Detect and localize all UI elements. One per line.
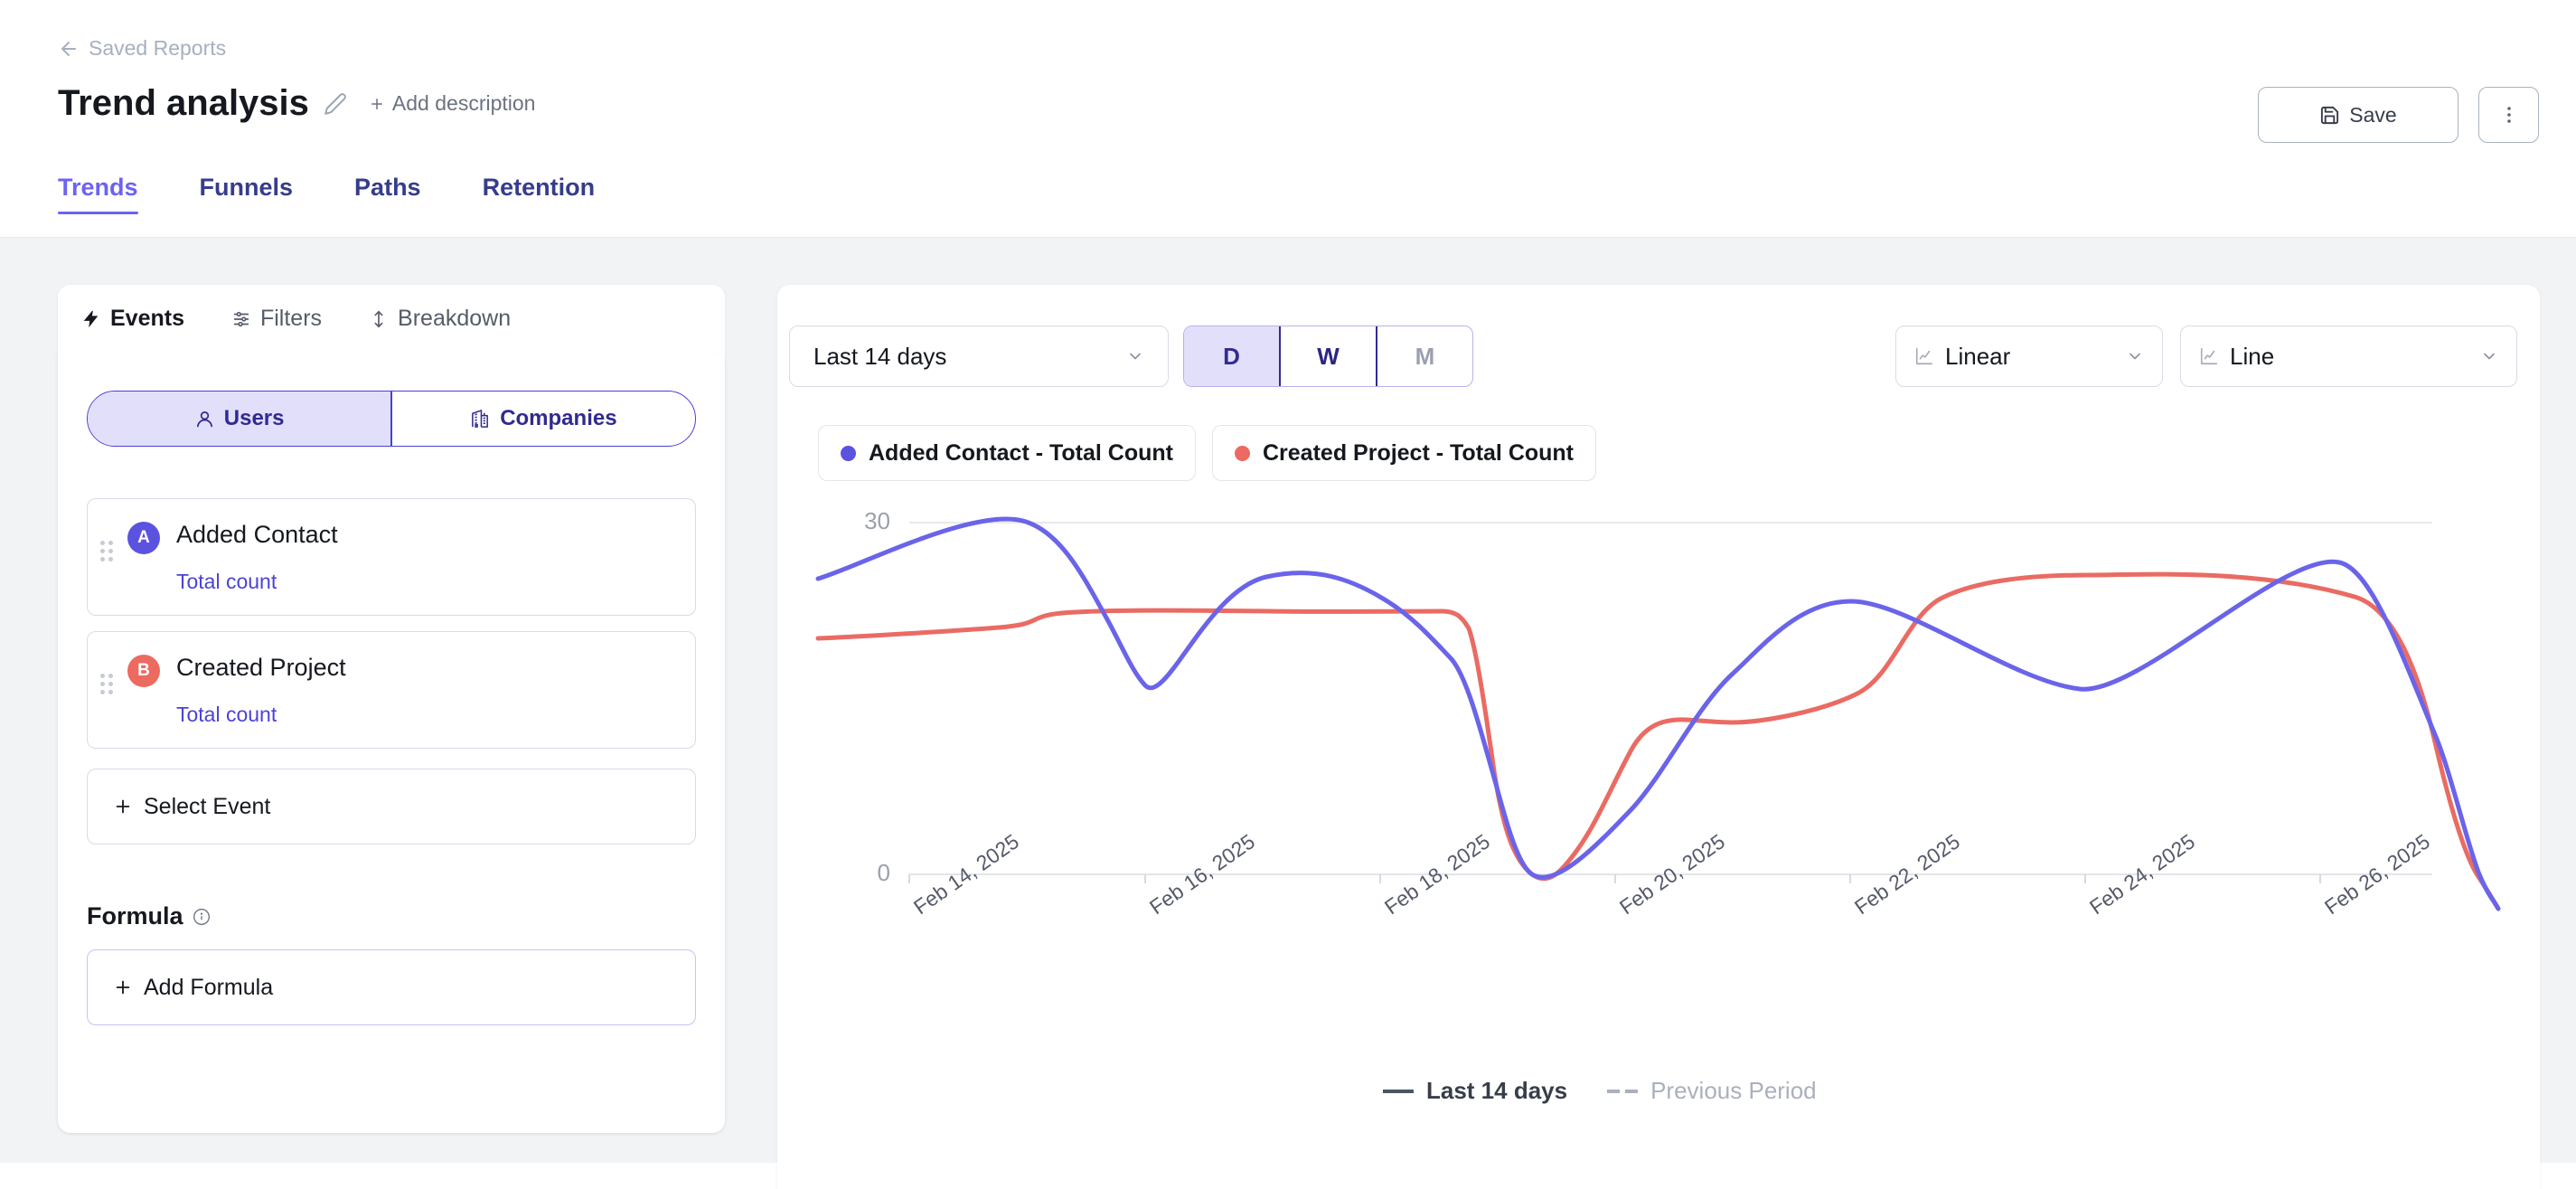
svg-text:0: 0 [878,859,890,886]
svg-text:30: 30 [864,507,890,534]
